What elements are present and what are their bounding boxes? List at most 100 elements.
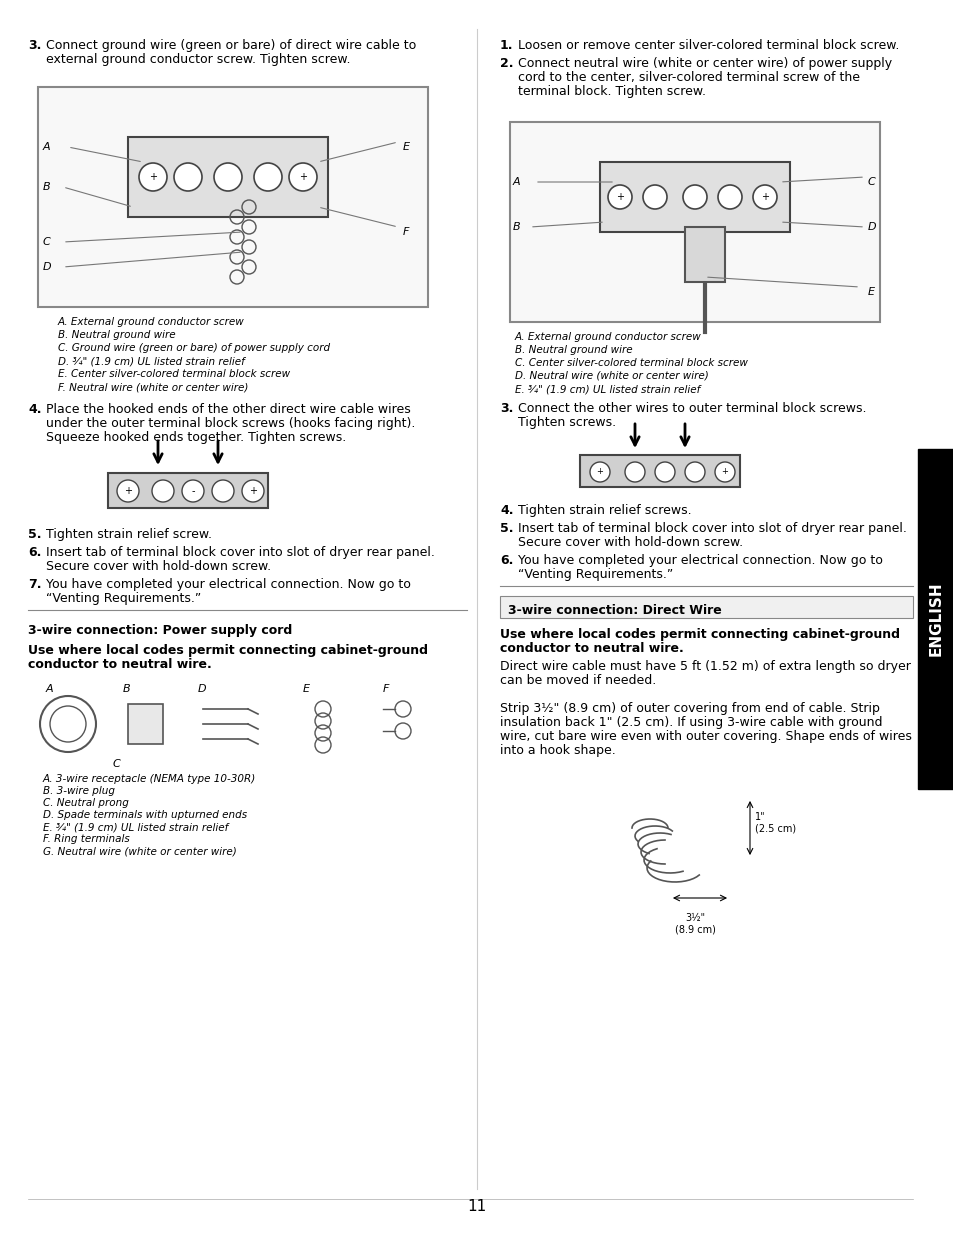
Text: A. External ground conductor screw: A. External ground conductor screw xyxy=(58,317,245,327)
Text: 3½"
(8.9 cm): 3½" (8.9 cm) xyxy=(674,913,715,934)
Text: D. Neutral wire (white or center wire): D. Neutral wire (white or center wire) xyxy=(515,370,708,382)
Text: conductor to neutral wire.: conductor to neutral wire. xyxy=(28,658,212,672)
Text: E. Center silver-colored terminal block screw: E. Center silver-colored terminal block … xyxy=(58,369,290,379)
Text: “Venting Requirements.”: “Venting Requirements.” xyxy=(46,592,201,605)
Circle shape xyxy=(242,479,264,502)
Text: +: + xyxy=(149,172,157,182)
Text: -: - xyxy=(191,486,194,496)
Text: Insert tab of terminal block cover into slot of dryer rear panel.: Insert tab of terminal block cover into … xyxy=(46,546,435,559)
Circle shape xyxy=(212,479,233,502)
Text: 3-wire connection: Power supply cord: 3-wire connection: Power supply cord xyxy=(28,624,292,637)
Text: “Venting Requirements.”: “Venting Requirements.” xyxy=(517,567,673,581)
Text: A. 3-wire receptacle (NEMA type 10-30R): A. 3-wire receptacle (NEMA type 10-30R) xyxy=(43,774,256,784)
Text: F. Ring terminals: F. Ring terminals xyxy=(43,834,130,844)
Circle shape xyxy=(684,462,704,482)
Text: C. Neutral prong: C. Neutral prong xyxy=(43,798,129,808)
Text: Connect neutral wire (white or center wire) of power supply: Connect neutral wire (white or center wi… xyxy=(517,57,891,69)
Text: E. ¾" (1.9 cm) UL listed strain relief: E. ¾" (1.9 cm) UL listed strain relief xyxy=(515,384,700,394)
Text: 1.: 1. xyxy=(499,38,513,52)
Text: D. Spade terminals with upturned ends: D. Spade terminals with upturned ends xyxy=(43,810,247,820)
Text: Connect ground wire (green or bare) of direct wire cable to: Connect ground wire (green or bare) of d… xyxy=(46,38,416,52)
Text: 7.: 7. xyxy=(28,579,42,591)
Circle shape xyxy=(289,164,316,191)
Text: D: D xyxy=(867,222,876,232)
Text: E. ¾" (1.9 cm) UL listed strain relief: E. ¾" (1.9 cm) UL listed strain relief xyxy=(43,821,228,833)
Text: E: E xyxy=(867,287,874,297)
Circle shape xyxy=(718,185,741,209)
Circle shape xyxy=(589,462,609,482)
Text: Loosen or remove center silver-colored terminal block screw.: Loosen or remove center silver-colored t… xyxy=(517,38,899,52)
Text: +: + xyxy=(298,172,307,182)
Bar xyxy=(128,704,163,743)
Text: 5.: 5. xyxy=(28,528,42,541)
Text: B. 3-wire plug: B. 3-wire plug xyxy=(43,786,115,795)
Circle shape xyxy=(182,479,204,502)
Text: B. Neutral ground wire: B. Neutral ground wire xyxy=(58,330,175,339)
Text: 6.: 6. xyxy=(28,546,41,559)
Bar xyxy=(128,138,328,217)
Circle shape xyxy=(117,479,139,502)
Text: A: A xyxy=(46,684,53,694)
Text: D. ¾" (1.9 cm) UL listed strain relief: D. ¾" (1.9 cm) UL listed strain relief xyxy=(58,356,245,366)
Text: A. External ground conductor screw: A. External ground conductor screw xyxy=(515,332,701,342)
Text: A: A xyxy=(43,142,51,152)
Bar xyxy=(599,162,789,232)
Text: F: F xyxy=(402,227,409,237)
Text: B: B xyxy=(513,222,520,232)
Text: 3.: 3. xyxy=(499,401,513,415)
Text: +: + xyxy=(616,192,623,202)
Text: Secure cover with hold-down screw.: Secure cover with hold-down screw. xyxy=(517,536,742,549)
Text: terminal block. Tighten screw.: terminal block. Tighten screw. xyxy=(517,85,705,98)
Circle shape xyxy=(682,185,706,209)
Text: F: F xyxy=(382,684,389,694)
Text: can be moved if needed.: can be moved if needed. xyxy=(499,674,656,686)
Circle shape xyxy=(40,696,96,752)
Text: Squeeze hooked ends together. Tighten screws.: Squeeze hooked ends together. Tighten sc… xyxy=(46,431,346,444)
Text: Tighten strain relief screws.: Tighten strain relief screws. xyxy=(517,504,691,517)
Text: cord to the center, silver-colored terminal screw of the: cord to the center, silver-colored termi… xyxy=(517,71,859,84)
Text: external ground conductor screw. Tighten screw.: external ground conductor screw. Tighten… xyxy=(46,53,350,66)
Text: 6.: 6. xyxy=(499,554,513,567)
Text: E: E xyxy=(303,684,310,694)
Text: C: C xyxy=(43,237,51,247)
Text: Insert tab of terminal block cover into slot of dryer rear panel.: Insert tab of terminal block cover into … xyxy=(517,522,906,535)
Bar xyxy=(917,449,953,789)
Text: Direct wire cable must have 5 ft (1.52 m) of extra length so dryer: Direct wire cable must have 5 ft (1.52 m… xyxy=(499,660,910,673)
Circle shape xyxy=(607,185,631,209)
Text: 3-wire connection: Direct Wire: 3-wire connection: Direct Wire xyxy=(507,603,721,617)
Text: 4.: 4. xyxy=(28,403,42,416)
Text: You have completed your electrical connection. Now go to: You have completed your electrical conne… xyxy=(46,579,411,591)
Text: +: + xyxy=(124,486,132,496)
Bar xyxy=(684,227,724,282)
Text: Strip 3½" (8.9 cm) of outer covering from end of cable. Strip: Strip 3½" (8.9 cm) of outer covering fro… xyxy=(499,703,879,715)
Text: You have completed your electrical connection. Now go to: You have completed your electrical conne… xyxy=(517,554,882,567)
Text: +: + xyxy=(596,467,603,477)
Circle shape xyxy=(642,185,666,209)
Text: 1"
(2.5 cm): 1" (2.5 cm) xyxy=(754,813,796,834)
Text: under the outer terminal block screws (hooks facing right).: under the outer terminal block screws (h… xyxy=(46,418,415,430)
Text: 5.: 5. xyxy=(499,522,513,535)
Text: B: B xyxy=(123,684,131,694)
Text: C: C xyxy=(867,177,875,187)
Circle shape xyxy=(50,706,86,742)
Text: Place the hooked ends of the other direct wire cable wires: Place the hooked ends of the other direc… xyxy=(46,403,411,416)
Text: B. Neutral ground wire: B. Neutral ground wire xyxy=(515,344,632,356)
Bar xyxy=(108,473,268,508)
Circle shape xyxy=(253,164,282,191)
Text: conductor to neutral wire.: conductor to neutral wire. xyxy=(499,642,683,655)
Circle shape xyxy=(624,462,644,482)
Text: F. Neutral wire (white or center wire): F. Neutral wire (white or center wire) xyxy=(58,382,248,392)
Text: Use where local codes permit connecting cabinet-ground: Use where local codes permit connecting … xyxy=(499,628,899,641)
Text: ENGLISH: ENGLISH xyxy=(927,581,943,657)
Text: +: + xyxy=(249,486,256,496)
Circle shape xyxy=(655,462,675,482)
Circle shape xyxy=(173,164,202,191)
Text: +: + xyxy=(760,192,768,202)
Text: Tighten screws.: Tighten screws. xyxy=(517,416,616,429)
Circle shape xyxy=(139,164,167,191)
Text: into a hook shape.: into a hook shape. xyxy=(499,743,615,757)
Circle shape xyxy=(752,185,776,209)
Circle shape xyxy=(714,462,734,482)
Text: G. Neutral wire (white or center wire): G. Neutral wire (white or center wire) xyxy=(43,846,236,856)
Text: Connect the other wires to outer terminal block screws.: Connect the other wires to outer termina… xyxy=(517,401,865,415)
